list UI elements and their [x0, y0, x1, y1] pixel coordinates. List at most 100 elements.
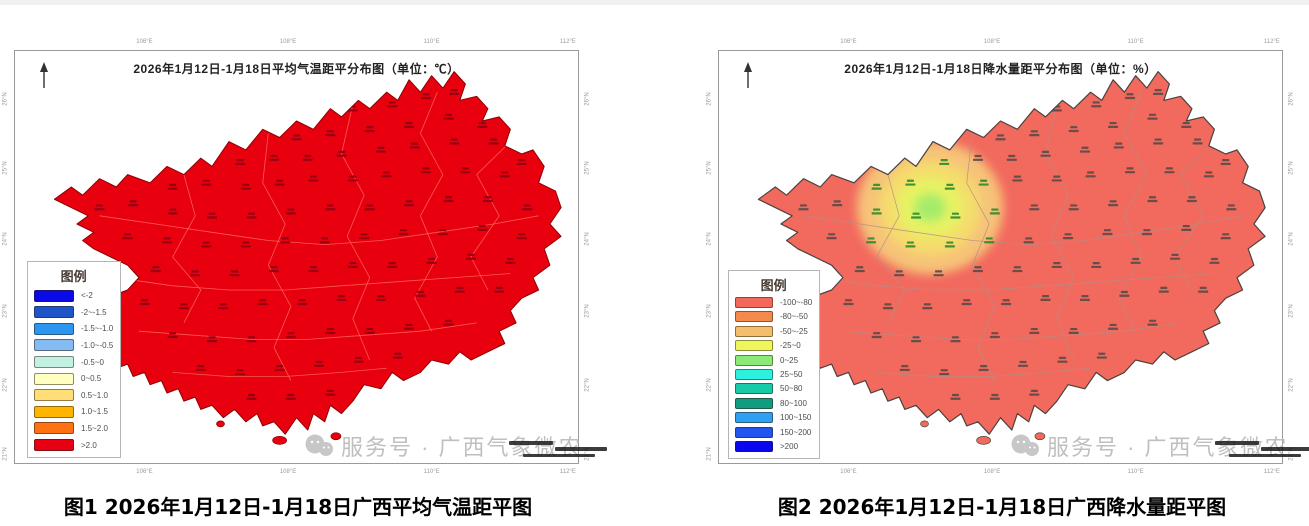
- station-label-mark: [1147, 323, 1158, 326]
- county-boundary: [116, 273, 511, 291]
- station-label-mark: [1030, 389, 1038, 392]
- station-label-mark: [912, 336, 920, 339]
- station-label-mark: [516, 237, 527, 240]
- station-label-mark: [375, 150, 386, 153]
- station-label-mark: [1147, 199, 1158, 203]
- station-label-mark: [364, 129, 375, 133]
- station-label-mark: [1051, 265, 1062, 269]
- station-label-mark: [484, 196, 492, 199]
- station-label-mark: [326, 204, 334, 207]
- legend-swatch: [34, 289, 74, 302]
- station-label-mark: [1182, 224, 1190, 228]
- station-label-mark: [1220, 237, 1231, 240]
- station-label-mark: [197, 365, 205, 368]
- legend-label: 1.5~2.0: [81, 423, 108, 433]
- station-label-mark: [935, 270, 943, 273]
- legend-row: >200: [735, 441, 812, 452]
- station-label-mark: [961, 302, 972, 306]
- map-frame-precipitation: 2026年1月12日-1月18日降水量距平分布图（单位：%） 图例 -100~-…: [707, 39, 1309, 475]
- station-label-mark: [229, 274, 240, 277]
- county-boundary: [172, 174, 202, 324]
- county-boundary: [876, 367, 1091, 377]
- legend-label: >200: [780, 442, 799, 451]
- station-label-mark: [991, 393, 999, 397]
- station-label-mark: [1149, 196, 1157, 199]
- station-label-mark: [259, 299, 267, 302]
- station-label-mark: [377, 295, 385, 298]
- station-label-mark: [1222, 159, 1230, 162]
- station-label-mark: [359, 237, 370, 240]
- coastal-island: [976, 435, 991, 445]
- station-label-mark: [1025, 237, 1033, 240]
- station-label-mark: [477, 125, 488, 128]
- county-boundary: [1045, 104, 1075, 361]
- station-label-mark: [989, 335, 1000, 339]
- station-label-mark: [1109, 121, 1117, 125]
- legend-row: 1.5~2.0: [34, 422, 113, 435]
- station-label-mark: [242, 183, 250, 186]
- map-frame-temperature: 2026年1月12日-1月18日平均气温距平分布图（单位：℃） 图例 <-2 -2…: [3, 39, 607, 475]
- legend-row: -1.0~-0.5: [34, 339, 114, 352]
- watermark-overstrike: [1215, 441, 1259, 445]
- station-label-mark: [124, 233, 132, 236]
- station-label-mark: [169, 183, 177, 186]
- station-label-mark: [1029, 208, 1040, 211]
- station-label-mark: [522, 208, 533, 211]
- legend-label: 0~25: [780, 355, 799, 365]
- legend-swatch: [735, 297, 773, 309]
- station-label-mark: [951, 212, 959, 215]
- station-label-mark: [1057, 360, 1068, 363]
- station-label-mark: [1018, 364, 1029, 367]
- tick-label-right: 25°N: [1288, 161, 1295, 176]
- station-label-mark: [95, 204, 103, 207]
- station-label-mark: [152, 266, 160, 269]
- station-label-mark: [477, 228, 488, 231]
- tick-label-top: 108°E: [279, 39, 297, 45]
- station-label-mark: [281, 237, 289, 240]
- station-label-mark: [202, 179, 210, 182]
- station-label-mark: [1058, 356, 1066, 359]
- station-label-mark: [871, 212, 882, 215]
- station-label-mark: [1220, 162, 1231, 166]
- legend-swatch: [735, 354, 773, 366]
- station-label-mark: [207, 216, 218, 219]
- legend-row: 150~200: [735, 426, 812, 438]
- station-label-mark: [405, 121, 413, 125]
- legend-row: -2~-1.5: [34, 306, 113, 319]
- station-label-mark: [1030, 327, 1038, 331]
- station-label-mark: [856, 266, 864, 269]
- station-label-mark: [1051, 179, 1062, 182]
- station-label-mark: [309, 175, 317, 178]
- station-label-mark: [235, 162, 246, 166]
- legend-swatch: [34, 356, 74, 369]
- legend-swatch: [34, 339, 74, 352]
- tick-label-right: 22°N: [584, 378, 591, 392]
- legend-row: 100~150: [735, 412, 812, 424]
- station-label-mark: [972, 269, 983, 273]
- station-label-mark: [995, 138, 1006, 141]
- watermark-overstrike: [1229, 454, 1301, 457]
- station-label-mark: [404, 327, 415, 330]
- station-label-mark: [321, 237, 329, 240]
- station-label-mark: [873, 183, 881, 186]
- station-label-mark: [443, 199, 454, 203]
- station-label-mark: [1130, 261, 1141, 264]
- station-label-mark: [1081, 146, 1089, 149]
- station-label-mark: [1006, 158, 1017, 161]
- station-label-mark: [235, 372, 246, 376]
- station-label-mark: [364, 208, 375, 211]
- wechat-icon: [1011, 434, 1039, 456]
- station-label-mark: [207, 340, 218, 343]
- legend-row: 1.0~1.5: [34, 405, 113, 418]
- station-label-mark: [939, 372, 950, 376]
- county-boundary: [820, 273, 1215, 291]
- tick-label-left: 22°N: [706, 378, 713, 392]
- tick-label-top: 106°E: [840, 39, 857, 45]
- station-label-mark: [843, 302, 854, 306]
- legend-label: -1.0~-0.5: [81, 340, 114, 350]
- station-label-mark: [832, 204, 843, 207]
- station-label-mark: [169, 208, 177, 211]
- station-label-mark: [505, 261, 516, 264]
- station-label-mark: [1092, 101, 1100, 104]
- legend-swatch: [735, 426, 773, 438]
